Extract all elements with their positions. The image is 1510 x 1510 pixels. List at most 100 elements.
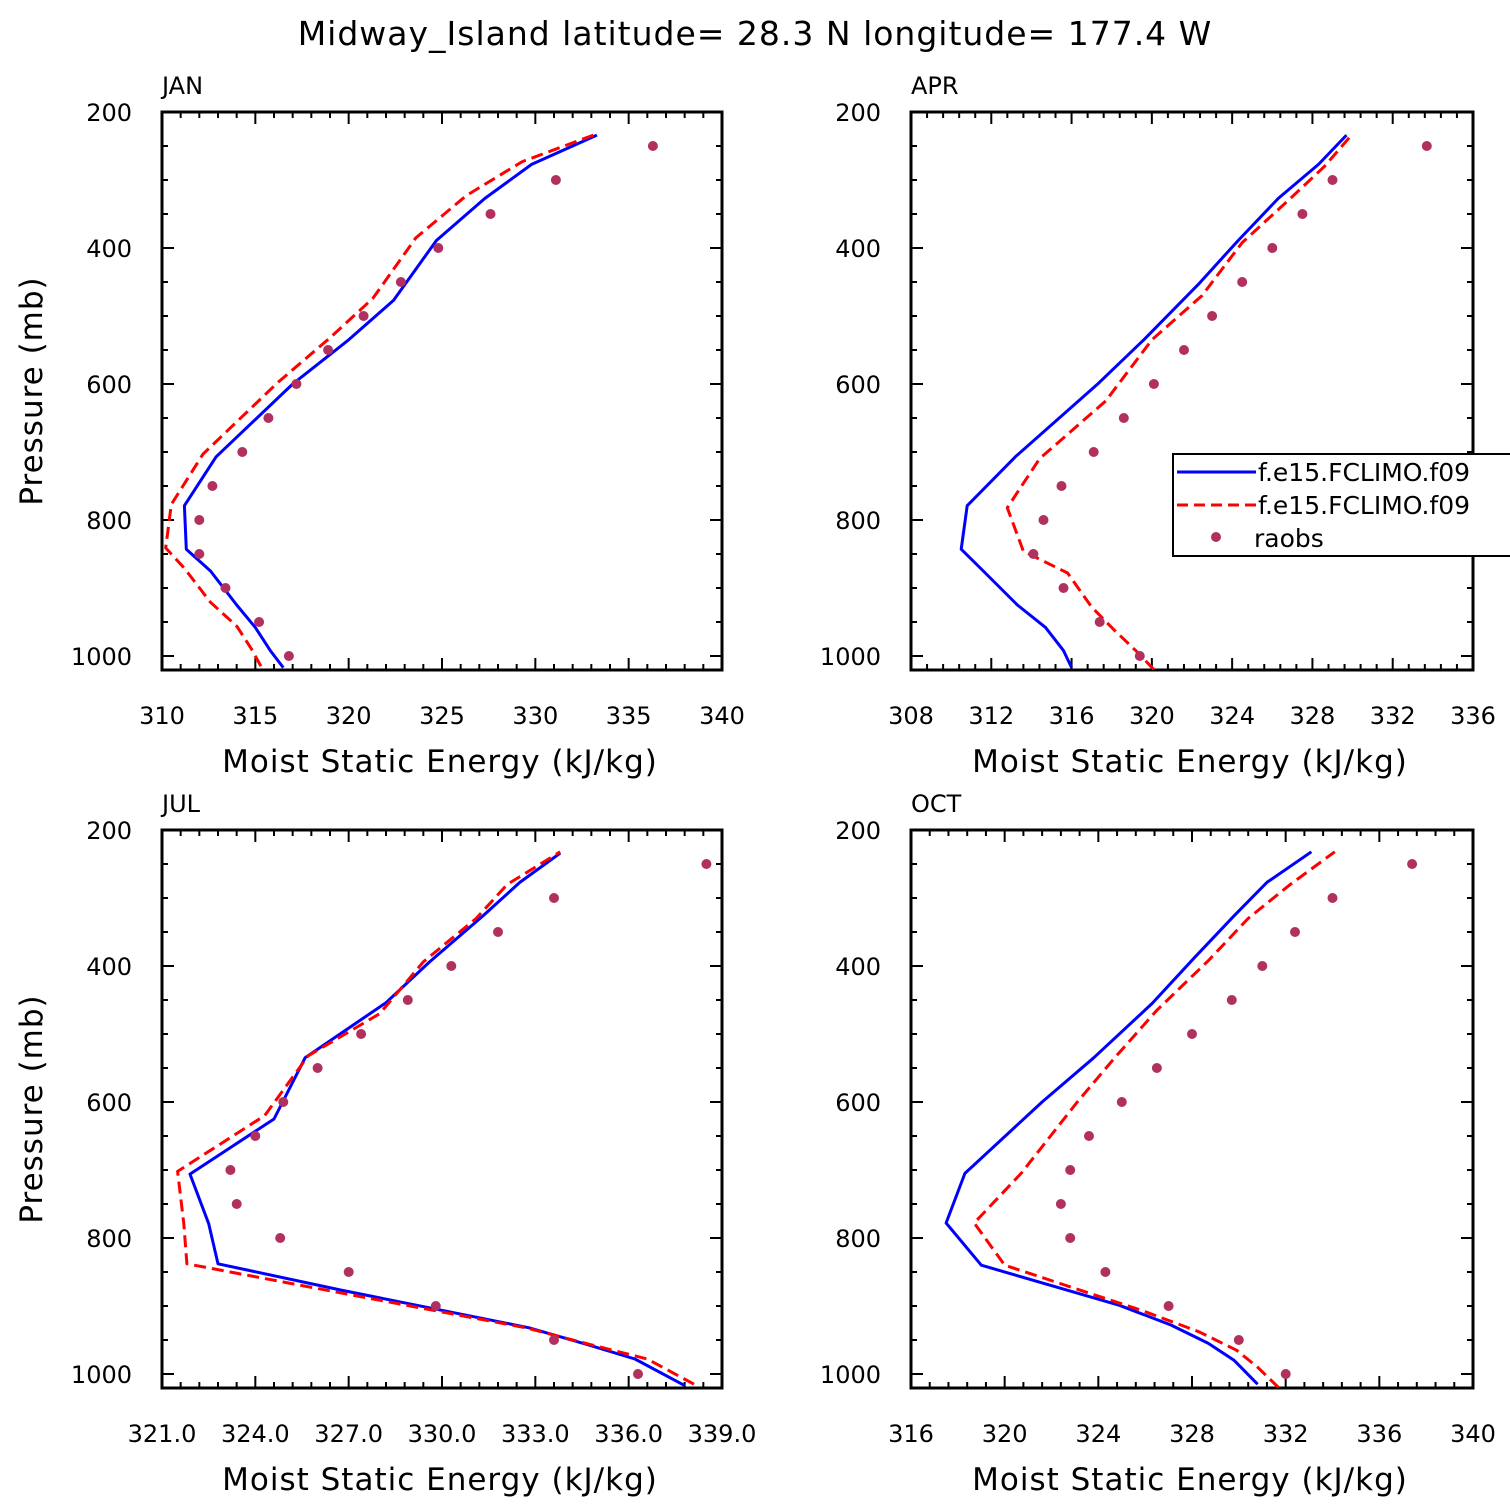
raobs-point <box>1179 345 1189 355</box>
raobs-point <box>1084 1131 1094 1141</box>
x-tick-label: 336 <box>1356 1420 1402 1448</box>
y-tick-label: 200 <box>835 817 881 845</box>
raobs-point <box>493 927 503 937</box>
x-tick-label: 330.0 <box>408 1420 477 1448</box>
panel-oct: OCT 316 320 324 328 332 336 340 200 400 600 800 1000… <box>820 790 1496 1498</box>
x-tick-label: 316 <box>888 1420 934 1448</box>
x-tick-label: 340 <box>699 702 745 730</box>
raobs-point <box>395 277 406 287</box>
x-tick-label: 328 <box>1290 702 1336 730</box>
y-tick-label: 400 <box>835 235 881 263</box>
raobs-point <box>1327 175 1338 185</box>
raobs-point <box>323 345 334 355</box>
raobs-point <box>1118 413 1129 423</box>
x-tick-label: 324.0 <box>221 1420 290 1448</box>
y-tick-label: 200 <box>835 99 881 127</box>
raobs-point <box>647 141 658 151</box>
x-tick-label: 336.0 <box>594 1420 663 1448</box>
y-tick-label: 1000 <box>71 643 132 671</box>
x-tick-label: 339.0 <box>688 1420 757 1448</box>
panel-label-jan: JAN <box>160 72 203 100</box>
y-axis-label-jul: Pressure (mb) <box>14 994 50 1223</box>
plot-frame-apr <box>909 110 1475 672</box>
raobs-point <box>1134 651 1145 661</box>
raobs-point <box>1407 859 1418 869</box>
raobs-point <box>1267 243 1278 253</box>
raobs-point <box>1038 515 1049 525</box>
x-tick-label: 336 <box>1450 702 1496 730</box>
panel-jul: JUL 321.0 324.0 327.0 330.0 333.0 336.0 339.0 20… <box>14 790 756 1498</box>
plot-area-oct <box>944 850 1418 1388</box>
panel-label-oct: OCT <box>911 790 962 818</box>
raobs-point <box>356 1029 367 1039</box>
legend-raobs-dot-icon <box>1211 532 1221 542</box>
raobs-point <box>1028 549 1039 559</box>
raobs-point <box>1088 447 1099 457</box>
raobs-point <box>1065 1233 1076 1243</box>
raobs-point <box>550 175 561 185</box>
panel-label-jul: JUL <box>160 790 201 818</box>
y-tick-label: 1000 <box>820 643 881 671</box>
x-tick-label: 308 <box>888 702 934 730</box>
raobs-point <box>1421 141 1432 151</box>
legend-entry-blue: f.e15.FCLIMO.f09 <box>1258 458 1470 487</box>
raobs-point <box>1280 1369 1291 1379</box>
raobs-point <box>194 549 205 559</box>
y-tick-label: 600 <box>86 371 132 399</box>
x-tick-label: 332 <box>1263 1420 1309 1448</box>
raobs-point <box>1151 1063 1162 1073</box>
y-axis-label-jan: Pressure (mb) <box>14 276 50 505</box>
raobs-point <box>237 447 248 457</box>
raobs-point <box>207 481 218 491</box>
raobs-point <box>231 1199 242 1209</box>
raobs-point <box>194 515 205 525</box>
x-tick-label: 321.0 <box>128 1420 197 1448</box>
raobs-point <box>358 311 369 321</box>
x-tick-label: 310 <box>139 702 185 730</box>
x-tick-label: 335 <box>606 702 652 730</box>
raobs-point <box>312 1063 323 1073</box>
series-blue-line-jan <box>182 133 598 669</box>
x-tick-label: 312 <box>968 702 1014 730</box>
raobs-point <box>283 651 294 661</box>
x-tick-label: 327.0 <box>314 1420 383 1448</box>
series-red-dashed-line-jan <box>164 132 598 667</box>
figure-title: Midway_Island latitude= 28.3 N longitude… <box>298 14 1213 53</box>
raobs-point <box>1058 583 1069 593</box>
raobs-point <box>1187 1029 1197 1039</box>
x-tick-label: 324 <box>1075 1420 1121 1448</box>
raobs-point <box>701 859 712 869</box>
x-tick-label: 320 <box>1129 702 1175 730</box>
x-tick-label: 330 <box>512 702 558 730</box>
series-red-dashed-line-oct <box>972 850 1336 1388</box>
raobs-point <box>1226 995 1237 1005</box>
legend-entry-raobs: raobs <box>1254 524 1324 553</box>
y-tick-label: 600 <box>86 1089 132 1117</box>
raobs-point <box>250 1131 261 1141</box>
raobs-point <box>433 243 444 253</box>
y-tick-label: 600 <box>835 371 881 399</box>
x-axis-label-oct: Moist Static Energy (kJ/kg) <box>972 1462 1408 1498</box>
x-axis-label-apr: Moist Static Energy (kJ/kg) <box>972 744 1408 780</box>
series-red-dashed-line-jul <box>176 850 695 1386</box>
x-tick-label: 333.0 <box>501 1420 570 1448</box>
y-tick-label: 800 <box>835 507 881 535</box>
y-tick-label: 400 <box>86 235 132 263</box>
raobs-point <box>1163 1301 1174 1311</box>
raobs-point <box>1116 1097 1127 1107</box>
x-tick-label: 315 <box>232 702 278 730</box>
series-blue-line-apr <box>959 134 1348 669</box>
x-axis-label-jul: Moist Static Energy (kJ/kg) <box>222 1462 658 1498</box>
y-tick-label: 200 <box>86 817 132 845</box>
raobs-point <box>633 1369 643 1379</box>
raobs-point <box>430 1301 441 1311</box>
raobs-point <box>1094 617 1105 627</box>
legend-entry-red: f.e15.FCLIMO.f09 <box>1258 491 1470 520</box>
y-tick-label: 800 <box>835 1225 881 1253</box>
raobs-point <box>291 379 302 389</box>
raobs-point <box>446 961 457 971</box>
raobs-point <box>1207 311 1218 321</box>
y-tick-label: 200 <box>86 99 132 127</box>
panel-label-apr: APR <box>911 72 959 100</box>
